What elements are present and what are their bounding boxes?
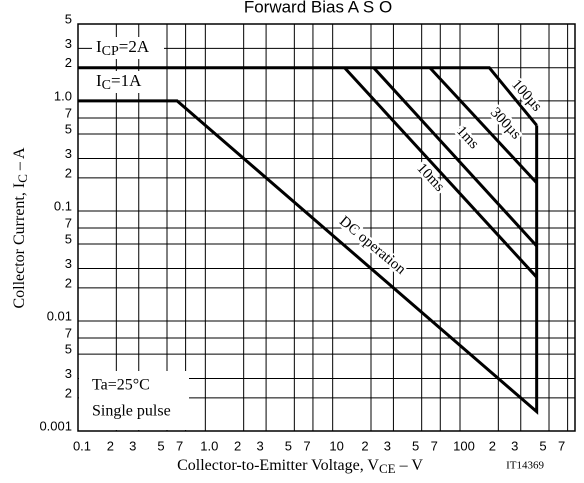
y-tick-label: 2 (65, 385, 72, 400)
x-tick-label: 5 (539, 438, 546, 453)
annotation-bg (92, 37, 164, 59)
y-tick-label: 3 (65, 36, 72, 51)
condition-box (79, 371, 189, 430)
x-tick-label: 0.1 (73, 438, 91, 453)
x-tick-label: 3 (511, 438, 518, 453)
y-tick-label: 3 (65, 256, 72, 271)
y-tick-label: 2 (65, 275, 72, 290)
y-tick-label: 7 (65, 105, 72, 120)
x-tick-label: 7 (303, 438, 310, 453)
x-tick-label: 3 (384, 438, 391, 453)
series-label: 1ms (453, 123, 482, 152)
condition-text: Single pulse (92, 403, 171, 420)
annotation-sub: CP (102, 44, 119, 59)
y-tick-label: 2 (65, 55, 72, 70)
x-tick-label: 2 (234, 438, 241, 453)
annotation-rest: =2A (119, 37, 150, 56)
x-tick-label: 7 (431, 438, 438, 453)
y-tick-label: 5 (65, 121, 72, 136)
y-tick-label: 0.01 (47, 308, 72, 323)
y-axis-label-sub: C (15, 174, 30, 183)
x-tick-label: 3 (256, 438, 263, 453)
x-tick-label: 2 (107, 438, 114, 453)
annotation: IC=1A (96, 71, 142, 93)
x-tick-label: 100 (453, 438, 475, 453)
condition-text: Ta=25°C (92, 377, 150, 394)
y-axis-label-rest: – A (11, 147, 28, 174)
x-tick-label: 2 (489, 438, 496, 453)
chart-title: Forward Bias A S O (244, 0, 392, 16)
x-tick-label: 10 (329, 438, 343, 453)
y-tick-label: 3 (65, 146, 72, 161)
annotation-rest: =1A (111, 71, 142, 90)
x-axis-label-sub: CE (379, 461, 396, 476)
y-tick-label: 5 (65, 11, 72, 26)
y-tick-label: 1.0 (54, 88, 72, 103)
x-tick-label: 2 (361, 438, 368, 453)
annotation-bg (92, 71, 164, 93)
annotation-main: I (96, 71, 102, 90)
x-axis-label-main: Collector-to-Emitter Voltage, V (177, 457, 379, 474)
y-tick-label: 7 (65, 215, 72, 230)
y-tick-label: 0.001 (39, 418, 72, 433)
y-tick-label: 7 (65, 325, 72, 340)
x-tick-label: 7 (176, 438, 183, 453)
curve (343, 66, 538, 279)
x-axis-label-rest: – V (396, 457, 424, 474)
curve (78, 66, 538, 127)
y-tick-label: 5 (65, 342, 72, 357)
plot-frame (77, 23, 576, 432)
x-tick-label: 5 (285, 438, 292, 453)
annotation-sub: C (102, 78, 111, 93)
y-tick-label: 2 (65, 165, 72, 180)
x-tick-label: 5 (157, 438, 164, 453)
annotation: ICP=2A (96, 37, 150, 59)
curve (78, 99, 539, 415)
x-tick-label: 1.0 (200, 438, 218, 453)
x-axis-label: Collector-to-Emitter Voltage, VCE – V (177, 457, 423, 476)
x-tick-label: 5 (412, 438, 419, 453)
curve (428, 66, 538, 184)
x-tick-label: 7 (558, 438, 565, 453)
figure-code: IT14369 (506, 460, 544, 472)
y-axis-label-main: Collector Current, I (11, 183, 28, 309)
annotation-main: I (96, 37, 102, 56)
y-axis-label: Collector Current, IC – A (11, 147, 30, 309)
y-tick-label: 3 (65, 366, 72, 381)
x-tick-label: 3 (129, 438, 136, 453)
curve (372, 66, 538, 248)
y-tick-label: 0.1 (54, 198, 72, 213)
y-tick-label: 5 (65, 231, 72, 246)
